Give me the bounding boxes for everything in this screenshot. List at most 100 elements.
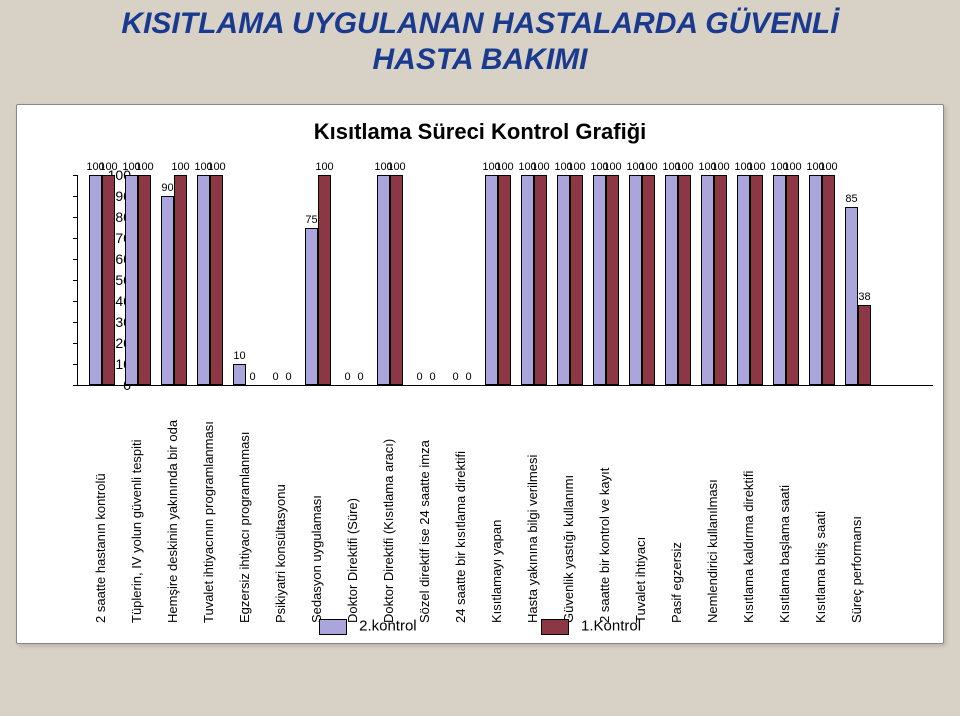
bar-series2 [210, 175, 223, 385]
y-tick-mark [73, 364, 77, 365]
y-tick-mark [73, 280, 77, 281]
bar-series1 [161, 196, 174, 385]
data-label-series2: 100 [567, 161, 585, 173]
bar-series1 [845, 207, 858, 386]
legend-item-series1: 2.kontrol [319, 617, 417, 635]
bars-container: 1001001001009010010010010000751000010010… [81, 175, 937, 385]
category-label: Sedasyon uygulaması [309, 395, 324, 623]
category-label: Hasta yakınına bilgi verilmesi [525, 395, 540, 623]
category-label: 2 saatte hastanın kontrolü [93, 395, 108, 623]
category-label: Kısıtlama kaldırma direktifi [741, 395, 756, 623]
bar-series1 [305, 228, 318, 386]
data-label-series2: 100 [531, 161, 549, 173]
title-line-2: HASTA BAKIMI [373, 43, 588, 76]
category-labels: 2 saatte hastanın kontrolü Tüplerin, IV y… [81, 395, 937, 623]
data-label-series1: 0 [452, 371, 458, 383]
bar-series2 [786, 175, 799, 385]
y-tick-mark [73, 175, 77, 176]
category-label: Süreç performansı [849, 395, 864, 623]
category-label: Doktor Direktifi (Kısıtlama aracı) [381, 395, 396, 623]
bar-series2 [822, 175, 835, 385]
category-label: Tüplerin, IV yolun güvenli tespiti [129, 395, 144, 623]
bar-series2 [750, 175, 763, 385]
y-tick-mark [73, 322, 77, 323]
data-label-series2: 100 [603, 161, 621, 173]
bar-series1 [737, 175, 750, 385]
bar-series1 [629, 175, 642, 385]
bar-series1 [377, 175, 390, 385]
data-label-series2: 100 [819, 161, 837, 173]
data-label-series2: 100 [747, 161, 765, 173]
legend-label-1: 2.kontrol [359, 618, 417, 635]
data-label-series2: 0 [429, 371, 435, 383]
data-label-series2: 100 [387, 161, 405, 173]
bar-series2 [606, 175, 619, 385]
category-label: Hemşire deskinin yakınında bir oda [165, 395, 180, 623]
bar-series2 [642, 175, 655, 385]
bar-series2 [390, 175, 403, 385]
data-label-series2: 0 [249, 371, 255, 383]
data-label-series1: 75 [305, 214, 317, 226]
data-label-series1: 85 [845, 193, 857, 205]
data-label-series2: 0 [357, 371, 363, 383]
legend-item-series2: 1.Kontrol [541, 617, 641, 635]
data-label-series2: 100 [315, 161, 333, 173]
data-label-series2: 100 [135, 161, 153, 173]
legend-swatch-2 [541, 619, 569, 635]
bar-series1 [557, 175, 570, 385]
category-label: 2 saatte bir kontrol ve kayıt [597, 395, 612, 623]
bar-series1 [197, 175, 210, 385]
bar-series2 [678, 175, 691, 385]
y-tick-mark [73, 385, 77, 386]
data-label-series2: 100 [495, 161, 513, 173]
category-label: 24 saatte bir kısıtlama direktifi [453, 395, 468, 623]
category-label: Kısıtlama bitiş saati [813, 395, 828, 623]
y-axis [77, 175, 78, 385]
bar-series1 [521, 175, 534, 385]
chart-card: Kısıtlama Süreci Kontrol Grafiği 0102030… [16, 104, 944, 644]
category-label: Nemlendirici kullanılması [705, 395, 720, 623]
bar-series1 [485, 175, 498, 385]
data-label-series2: 100 [207, 161, 225, 173]
category-label: Kısıtlamayı yapan [489, 395, 504, 623]
bar-series2 [858, 305, 871, 385]
data-label-series2: 100 [99, 161, 117, 173]
bar-series1 [593, 175, 606, 385]
data-label-series2: 0 [285, 371, 291, 383]
y-tick-mark [73, 217, 77, 218]
y-tick-mark [73, 301, 77, 302]
bar-series2 [318, 175, 331, 385]
data-label-series2: 100 [639, 161, 657, 173]
data-label-series2: 100 [675, 161, 693, 173]
legend: 2.kontrol 1.Kontrol [17, 617, 943, 635]
legend-label-2: 1.Kontrol [581, 618, 641, 635]
data-label-series1: 0 [344, 371, 350, 383]
bar-series2 [498, 175, 511, 385]
category-label: Psikiyatri konsültasyonu [273, 395, 288, 623]
bar-series1 [773, 175, 786, 385]
legend-swatch-1 [319, 619, 347, 635]
bar-series1 [233, 364, 246, 385]
x-axis [77, 385, 933, 386]
title-line-1: KISITLAMA UYGULANAN HASTALARDA GÜVENLİ [121, 7, 838, 40]
category-label: Kısıtlama başlama saati [777, 395, 792, 623]
bar-series1 [665, 175, 678, 385]
category-label: Güvenlik yastığı kullanımı [561, 395, 576, 623]
category-label: Sözel direktif ise 24 saatte imza [417, 395, 432, 623]
y-tick-mark [73, 238, 77, 239]
bar-series1 [701, 175, 714, 385]
data-label-series2: 100 [711, 161, 729, 173]
category-label: Doktor Direktifi (Süre) [345, 395, 360, 623]
category-label: Pasif egzersiz [669, 395, 684, 623]
data-label-series1: 0 [272, 371, 278, 383]
bar-series1 [125, 175, 138, 385]
bar-series1 [809, 175, 822, 385]
plot-area: 0102030405060708090100 10010010010090100… [77, 175, 937, 385]
data-label-series2: 0 [465, 371, 471, 383]
page: KISITLAMA UYGULANAN HASTALARDA GÜVENLİ H… [0, 0, 960, 716]
bar-series2 [174, 175, 187, 385]
data-label-series2: 100 [171, 161, 189, 173]
data-label-series2: 100 [783, 161, 801, 173]
bar-series2 [570, 175, 583, 385]
y-tick-mark [73, 196, 77, 197]
